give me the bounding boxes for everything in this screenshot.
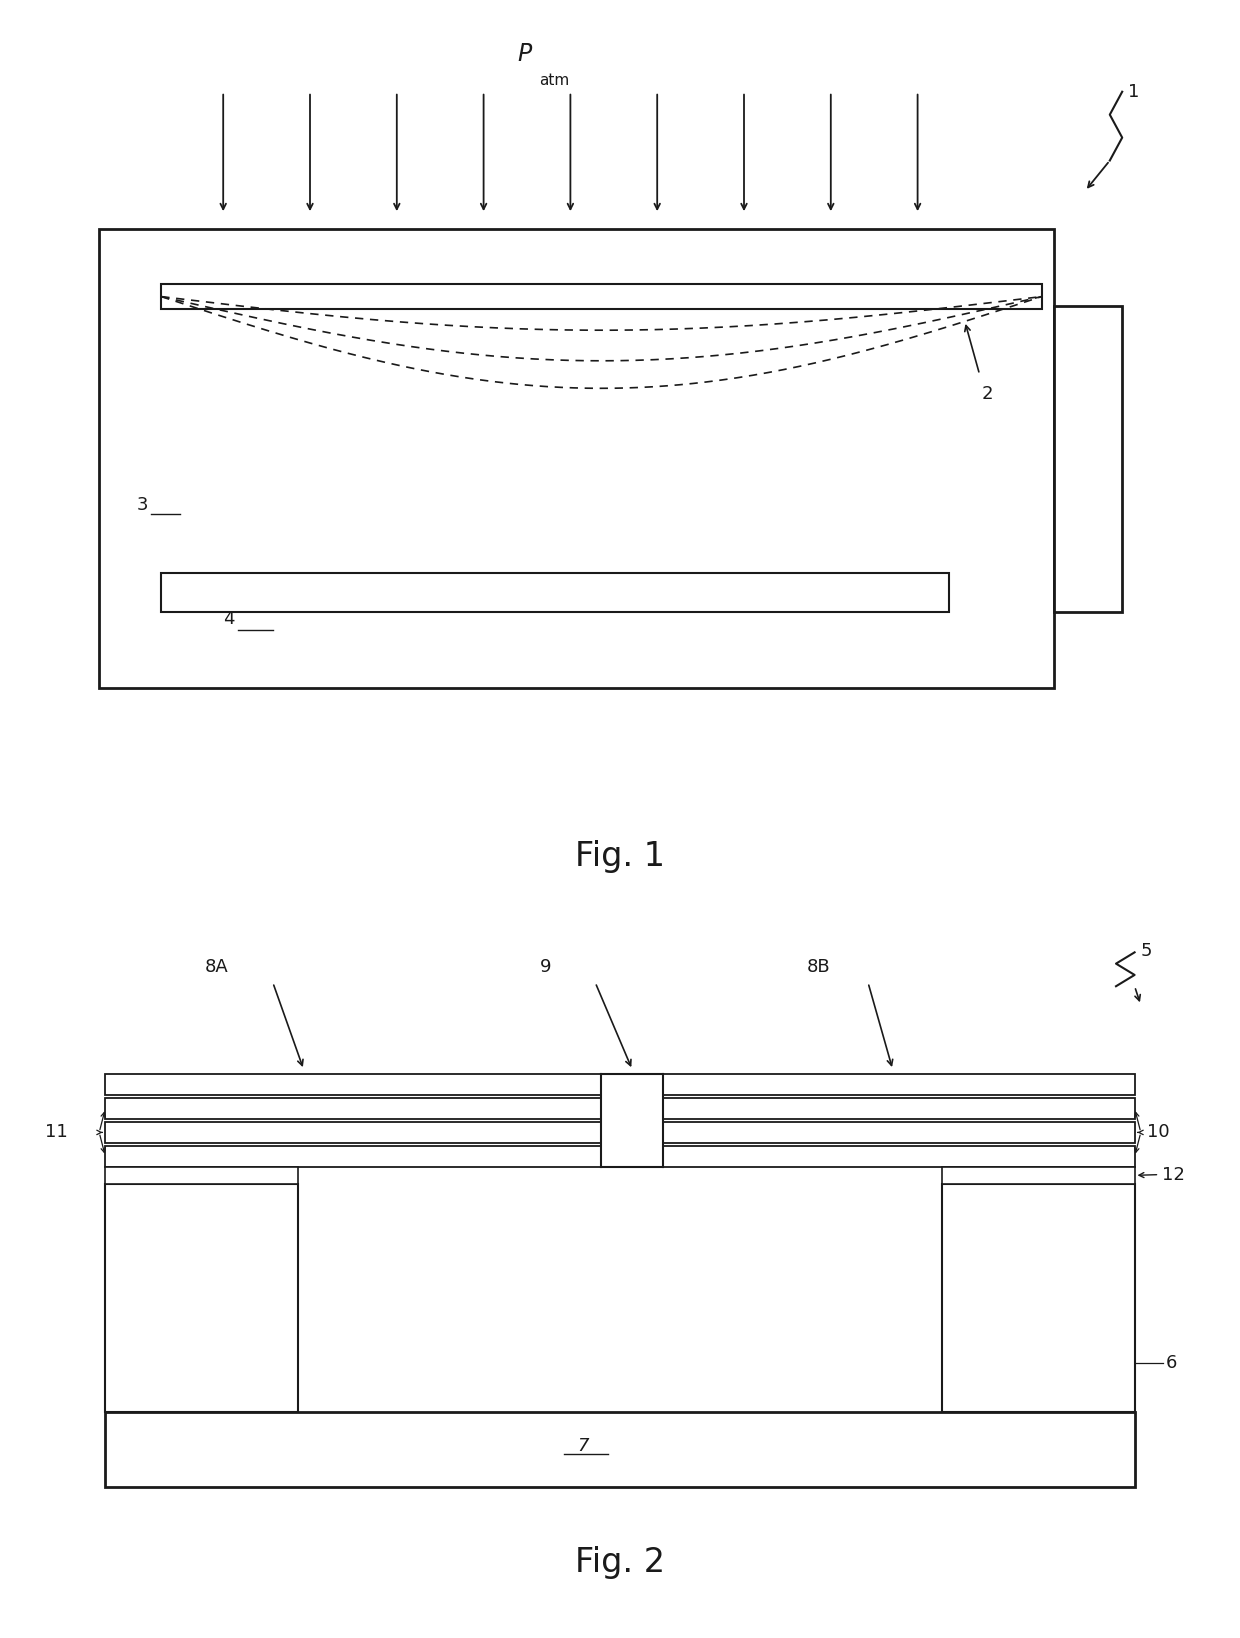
Text: 10: 10 xyxy=(1147,1124,1169,1142)
Text: 7: 7 xyxy=(577,1437,589,1455)
Bar xyxy=(105,1412,1135,1487)
Bar xyxy=(99,229,1054,688)
Text: 5: 5 xyxy=(1141,942,1152,960)
Text: $P$: $P$ xyxy=(517,41,533,66)
Text: Fig. 2: Fig. 2 xyxy=(575,1546,665,1579)
Text: 1: 1 xyxy=(1128,84,1140,100)
Bar xyxy=(663,1122,1135,1143)
Text: Fig. 1: Fig. 1 xyxy=(575,840,665,873)
Bar xyxy=(942,1184,1135,1412)
Text: atm: atm xyxy=(539,74,569,88)
Bar xyxy=(663,1097,1135,1119)
Text: 8A: 8A xyxy=(205,958,229,976)
Bar xyxy=(105,1097,601,1119)
Bar xyxy=(105,1184,298,1412)
Text: 11: 11 xyxy=(46,1124,68,1142)
Text: 6: 6 xyxy=(1166,1355,1177,1373)
Bar xyxy=(105,1147,601,1166)
Bar xyxy=(161,573,949,611)
Text: 4: 4 xyxy=(223,611,234,627)
Bar xyxy=(663,1147,1135,1166)
Bar xyxy=(1054,306,1122,611)
Text: 9: 9 xyxy=(539,958,552,976)
Text: 2: 2 xyxy=(982,385,993,403)
Bar xyxy=(663,1073,1135,1094)
Bar xyxy=(161,285,1042,310)
Bar xyxy=(105,1122,601,1143)
Text: 12: 12 xyxy=(1162,1166,1184,1184)
Bar xyxy=(942,1166,1135,1184)
Text: 8B: 8B xyxy=(806,958,831,976)
Bar xyxy=(105,1166,298,1184)
Bar xyxy=(105,1073,601,1094)
Text: 3: 3 xyxy=(136,496,148,513)
